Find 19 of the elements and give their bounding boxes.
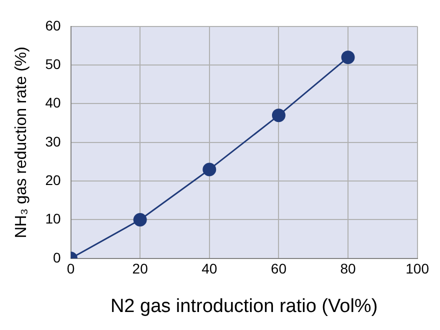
x-tick-label: 100 [406, 260, 430, 277]
x-tick-label: 40 [202, 260, 218, 277]
y-tick-label: 20 [45, 172, 61, 188]
x-tick-label: 0 [66, 260, 75, 277]
y-tick-label: 30 [45, 133, 61, 150]
y-tick-label: 60 [45, 17, 61, 34]
point [133, 212, 147, 226]
x-tick-label: 80 [340, 260, 356, 277]
point [272, 108, 286, 122]
point [341, 50, 355, 64]
point [202, 162, 216, 176]
y-tick-label: 10 [45, 210, 61, 227]
x-axis-title: N2 gas introduction ratio (Vol%) [110, 296, 378, 317]
y-axis-title: NH₃ gas reduction rate (%) [13, 46, 30, 238]
x-tick-label: 60 [270, 260, 287, 277]
y-tick-label: 50 [45, 56, 61, 72]
y-tick-label: 0 [52, 249, 61, 266]
y-tick-label: 40 [45, 94, 61, 111]
x-tick-label: 20 [132, 260, 148, 277]
